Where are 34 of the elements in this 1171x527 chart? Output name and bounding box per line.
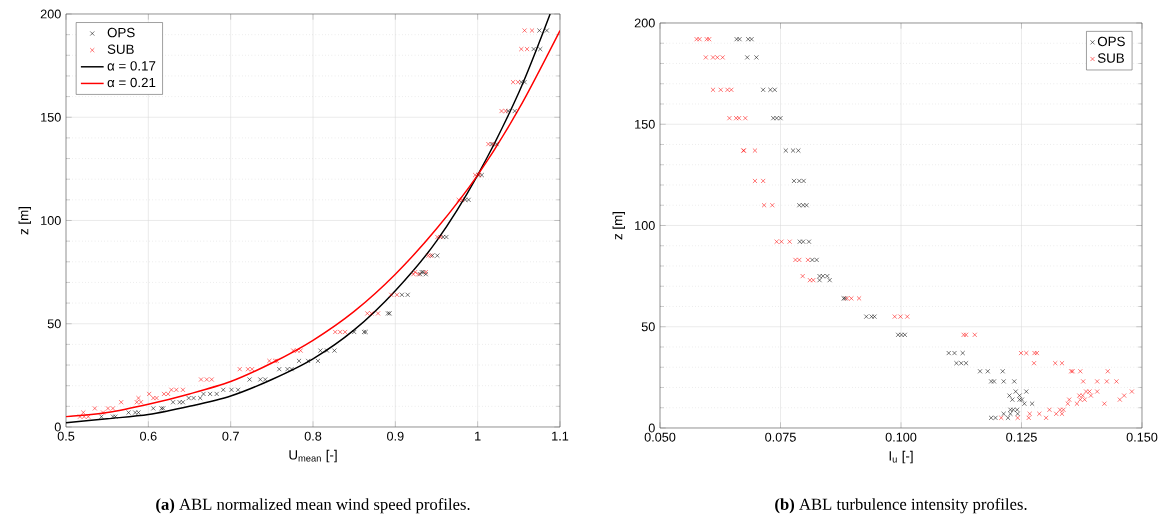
y-axis-title: z [m] <box>18 207 31 235</box>
x-tick-label: 0.050 <box>644 432 676 442</box>
y-tick-label: 50 <box>641 322 655 332</box>
y-tick-label: 100 <box>635 221 655 230</box>
y-tick-label: 200 <box>634 18 655 28</box>
legend-label: SUB <box>1097 53 1124 63</box>
legend-label: α = 0.21 <box>107 77 156 88</box>
x-axis-title: U$_{mean}$ [-] <box>289 449 337 463</box>
x-tick-label: 1.1 <box>552 431 569 441</box>
x-tick-label: 0.6 <box>140 431 157 441</box>
y-tick-label: 0 <box>648 423 655 433</box>
x-axis-title: I$_{u}$ [-] <box>889 450 913 464</box>
y-tick-label: 50 <box>47 319 61 329</box>
y-tick-label: 150 <box>635 119 655 129</box>
text: (a) ABL normalized mean wind speed profiles. <box>156 498 470 514</box>
y-tick-label: 100 <box>41 216 61 225</box>
y-tick-label: 200 <box>40 9 61 19</box>
x-tick-label: 0.125 <box>1006 432 1037 442</box>
text: (b) ABL turbulence intensity profiles. <box>775 497 1027 514</box>
y-tick-label: 0 <box>54 422 61 432</box>
x-tick-label: 0.5 <box>57 431 75 441</box>
legend-label: SUB <box>107 44 134 54</box>
legend-label: OPS <box>107 27 135 38</box>
x-tick-label: 1 <box>475 431 481 441</box>
y-tick-label: 150 <box>41 112 61 122</box>
x-tick-label: 0.150 <box>1126 432 1158 442</box>
x-tick-label: 0.9 <box>387 431 404 441</box>
x-tick-label: 0.100 <box>885 432 917 442</box>
x-tick-label: 0.075 <box>765 432 796 442</box>
y-axis-title: z [m] <box>612 212 625 240</box>
x-tick-label: 0.7 <box>222 431 239 441</box>
legend-label: α = 0.17 <box>107 61 156 71</box>
x-tick-label: 0.8 <box>304 431 322 441</box>
legend-label: OPS <box>1097 36 1125 47</box>
